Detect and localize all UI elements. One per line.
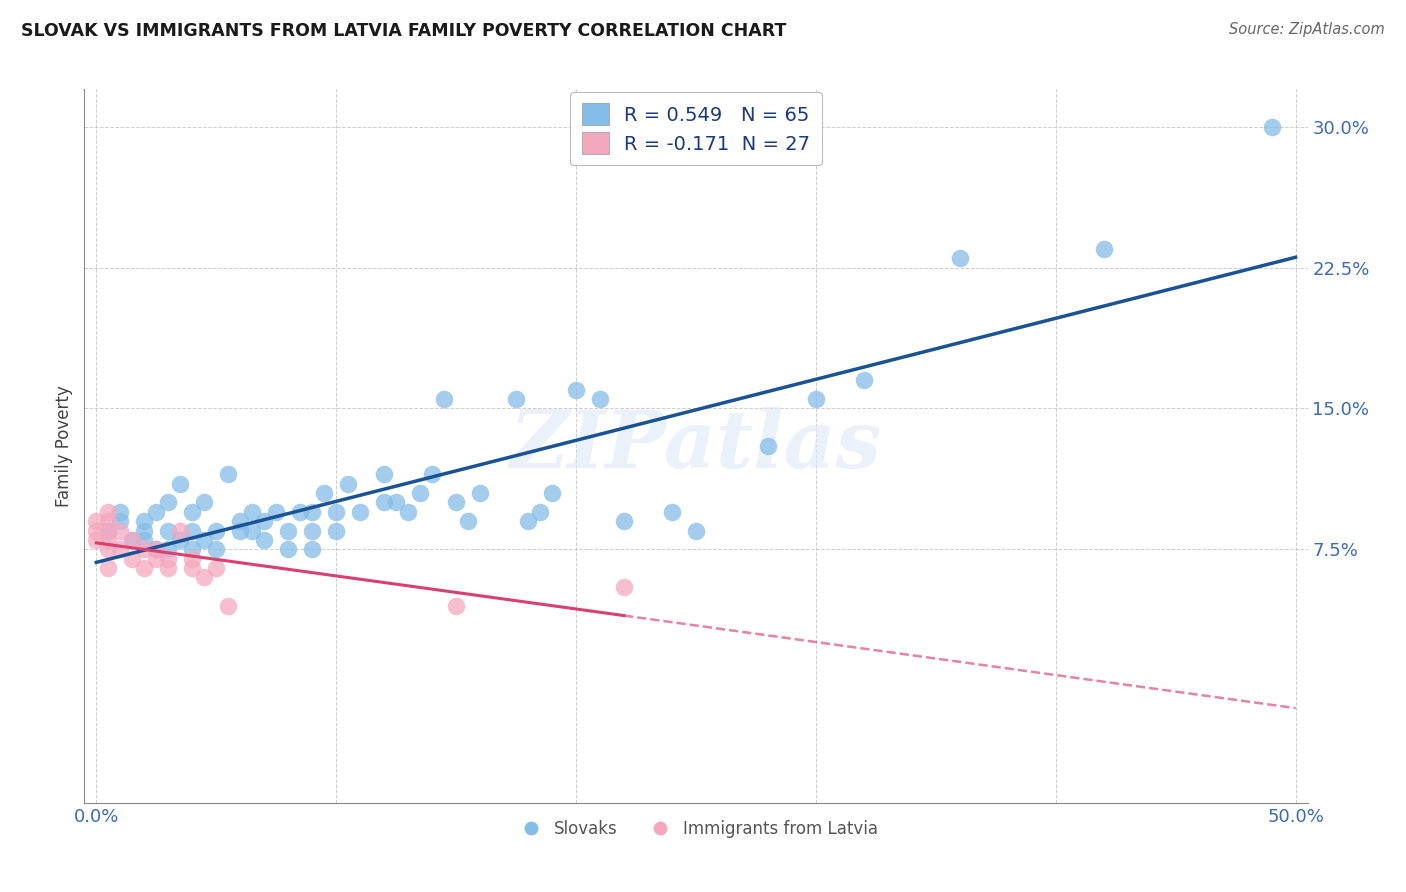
Point	[565, 383, 588, 397]
Point	[444, 599, 467, 613]
Point	[157, 524, 180, 538]
Point	[110, 524, 132, 538]
Point	[157, 495, 180, 509]
Point	[517, 514, 540, 528]
Point	[217, 467, 239, 482]
Point	[217, 599, 239, 613]
Point	[157, 551, 180, 566]
Legend: Slovaks, Immigrants from Latvia: Slovaks, Immigrants from Latvia	[508, 814, 884, 845]
Point	[541, 486, 564, 500]
Point	[468, 486, 491, 500]
Point	[134, 561, 156, 575]
Point	[169, 476, 191, 491]
Point	[325, 505, 347, 519]
Point	[457, 514, 479, 528]
Point	[86, 533, 108, 547]
Point	[121, 533, 143, 547]
Point	[110, 514, 132, 528]
Point	[1260, 120, 1282, 134]
Point	[145, 551, 167, 566]
Point	[301, 542, 323, 557]
Point	[193, 533, 215, 547]
Point	[181, 551, 204, 566]
Point	[145, 542, 167, 557]
Point	[205, 542, 228, 557]
Point	[193, 495, 215, 509]
Point	[301, 505, 323, 519]
Point	[121, 533, 143, 547]
Point	[97, 524, 120, 538]
Point	[157, 542, 180, 557]
Point	[240, 505, 263, 519]
Point	[613, 514, 636, 528]
Point	[373, 467, 395, 482]
Point	[169, 533, 191, 547]
Point	[169, 524, 191, 538]
Point	[325, 524, 347, 538]
Point	[385, 495, 408, 509]
Point	[86, 514, 108, 528]
Point	[409, 486, 432, 500]
Point	[444, 495, 467, 509]
Point	[661, 505, 683, 519]
Point	[589, 392, 612, 406]
Point	[205, 524, 228, 538]
Point	[205, 561, 228, 575]
Point	[157, 561, 180, 575]
Point	[337, 476, 360, 491]
Point	[97, 533, 120, 547]
Point	[804, 392, 827, 406]
Text: Source: ZipAtlas.com: Source: ZipAtlas.com	[1229, 22, 1385, 37]
Point	[193, 570, 215, 584]
Point	[253, 533, 276, 547]
Point	[97, 524, 120, 538]
Point	[290, 505, 312, 519]
Point	[264, 505, 287, 519]
Point	[134, 514, 156, 528]
Point	[121, 551, 143, 566]
Point	[685, 524, 707, 538]
Point	[134, 542, 156, 557]
Point	[145, 505, 167, 519]
Point	[110, 505, 132, 519]
Point	[97, 561, 120, 575]
Point	[396, 505, 419, 519]
Point	[420, 467, 443, 482]
Point	[181, 524, 204, 538]
Point	[852, 373, 875, 387]
Point	[240, 524, 263, 538]
Point	[277, 524, 299, 538]
Point	[229, 514, 252, 528]
Point	[181, 561, 204, 575]
Text: SLOVAK VS IMMIGRANTS FROM LATVIA FAMILY POVERTY CORRELATION CHART: SLOVAK VS IMMIGRANTS FROM LATVIA FAMILY …	[21, 22, 786, 40]
Point	[314, 486, 336, 500]
Point	[373, 495, 395, 509]
Point	[301, 524, 323, 538]
Point	[277, 542, 299, 557]
Point	[134, 533, 156, 547]
Point	[949, 251, 972, 265]
Point	[756, 439, 779, 453]
Y-axis label: Family Poverty: Family Poverty	[55, 385, 73, 507]
Point	[529, 505, 551, 519]
Point	[110, 542, 132, 557]
Point	[229, 524, 252, 538]
Point	[97, 514, 120, 528]
Point	[97, 505, 120, 519]
Point	[145, 542, 167, 557]
Point	[613, 580, 636, 594]
Point	[253, 514, 276, 528]
Text: ZIPatlas: ZIPatlas	[510, 408, 882, 484]
Point	[86, 524, 108, 538]
Point	[181, 505, 204, 519]
Point	[97, 542, 120, 557]
Point	[134, 524, 156, 538]
Point	[181, 542, 204, 557]
Point	[349, 505, 371, 519]
Point	[505, 392, 527, 406]
Point	[433, 392, 456, 406]
Point	[1092, 242, 1115, 256]
